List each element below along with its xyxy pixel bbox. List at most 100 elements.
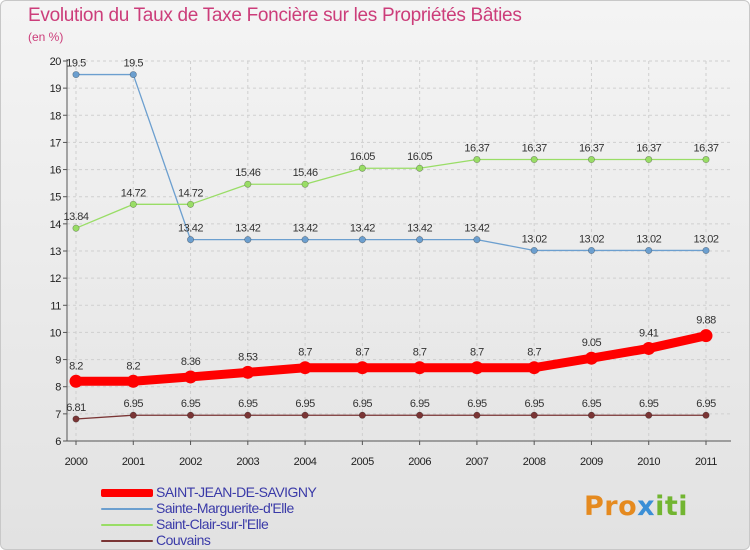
legend-swatch (101, 540, 153, 542)
data-point-saint-jean-de-savigny (184, 370, 198, 384)
data-label-sainte-marguerite-d-elle: 13.02 (579, 233, 604, 245)
data-label-saint-clair-sur-l-elle: 16.37 (522, 143, 547, 155)
data-label-saint-jean-de-savigny: 8.2 (69, 360, 83, 372)
x-tick-label: 2010 (637, 456, 660, 468)
data-label-saint-jean-de-savigny: 9.41 (639, 327, 659, 339)
data-point-couvains (416, 411, 424, 419)
data-point-sainte-marguerite-d-elle (530, 246, 538, 254)
data-label-saint-jean-de-savigny: 8.7 (413, 347, 427, 359)
data-label-saint-jean-de-savigny: 9.88 (696, 315, 716, 327)
data-label-sainte-marguerite-d-elle: 13.42 (235, 223, 260, 235)
legend-label: SAINT-JEAN-DE-SAVIGNY (156, 484, 317, 500)
data-point-sainte-marguerite-d-elle (416, 236, 424, 244)
data-label-saint-clair-sur-l-elle: 15.46 (293, 167, 318, 179)
data-point-sainte-marguerite-d-elle (187, 236, 195, 244)
series-line-couvains (75, 414, 707, 420)
data-label-sainte-marguerite-d-elle: 13.42 (293, 223, 318, 235)
y-tick-label: 10 (50, 327, 62, 339)
x-tick-label: 2008 (523, 456, 546, 468)
data-point-couvains (244, 411, 252, 419)
y-tick-label: 8 (55, 382, 61, 394)
data-label-couvains: 6.95 (181, 398, 201, 410)
data-label-sainte-marguerite-d-elle: 19.5 (124, 58, 144, 70)
data-label-saint-clair-sur-l-elle: 16.37 (636, 143, 661, 155)
data-label-saint-clair-sur-l-elle: 16.05 (407, 151, 432, 163)
x-tick-label: 2001 (122, 456, 145, 468)
data-point-saint-jean-de-savigny (642, 341, 656, 355)
data-label-couvains: 6.81 (66, 402, 86, 414)
data-point-couvains (358, 411, 366, 419)
legend-swatch (101, 489, 153, 497)
series-line-saint-clair-sur-l-elle (75, 158, 707, 229)
series-line-sainte-marguerite-d-elle (75, 73, 707, 252)
data-label-sainte-marguerite-d-elle: 13.02 (693, 233, 718, 245)
data-point-sainte-marguerite-d-elle (244, 236, 252, 244)
data-point-saint-jean-de-savigny (69, 374, 83, 388)
data-label-couvains: 6.95 (524, 398, 544, 410)
data-label-saint-clair-sur-l-elle: 13.84 (63, 211, 88, 223)
legend-label: Sainte-Marguerite-d'Elle (156, 500, 294, 516)
proxiti-logo: Proxiti (584, 491, 688, 522)
data-point-saint-clair-sur-l-elle (72, 224, 80, 232)
data-label-saint-jean-de-savigny: 8.7 (355, 347, 369, 359)
data-label-sainte-marguerite-d-elle: 13.42 (464, 223, 489, 235)
data-point-saint-clair-sur-l-elle (129, 200, 137, 208)
y-tick-label: 9 (55, 355, 61, 367)
data-label-saint-jean-de-savigny: 8.7 (527, 347, 541, 359)
y-tick-label: 14 (50, 219, 62, 231)
data-point-couvains (587, 411, 595, 419)
data-point-couvains (129, 411, 137, 419)
data-label-couvains: 6.95 (353, 398, 373, 410)
y-tick-label: 13 (50, 246, 62, 258)
series-lines (69, 71, 713, 423)
data-point-saint-jean-de-savigny (355, 361, 369, 375)
data-point-couvains (702, 411, 710, 419)
data-point-saint-jean-de-savigny (126, 374, 140, 388)
data-point-couvains (473, 411, 481, 419)
x-tick-label: 2002 (179, 456, 202, 468)
data-label-sainte-marguerite-d-elle: 13.02 (636, 233, 661, 245)
data-point-saint-clair-sur-l-elle (244, 180, 252, 188)
x-tick-label: 2006 (408, 456, 431, 468)
data-label-couvains: 6.95 (639, 398, 659, 410)
legend-swatch (101, 508, 153, 510)
y-tick-label: 15 (50, 192, 62, 204)
chart-title: Evolution du Taux de Taxe Foncière sur l… (28, 5, 522, 26)
data-point-couvains (530, 411, 538, 419)
axes: 6 7 8 9 10 11 12 13 14 15 16 17 18 19 20 2000 2001 2002 20… (50, 56, 731, 468)
data-point-saint-clair-sur-l-elle (530, 156, 538, 164)
data-point-saint-clair-sur-l-elle (702, 156, 710, 164)
data-label-sainte-marguerite-d-elle: 13.42 (178, 223, 203, 235)
data-point-sainte-marguerite-d-elle (473, 236, 481, 244)
data-point-saint-jean-de-savigny (699, 329, 713, 343)
data-point-saint-jean-de-savigny (413, 361, 427, 375)
data-point-saint-jean-de-savigny (527, 361, 541, 375)
data-label-saint-jean-de-savigny: 8.36 (181, 356, 201, 368)
data-label-saint-jean-de-savigny: 9.05 (582, 337, 602, 349)
y-unit-label: (en %) (28, 30, 64, 44)
data-label-saint-jean-de-savigny: 8.7 (298, 347, 312, 359)
y-tick-label: 16 (50, 165, 62, 177)
data-point-saint-jean-de-savigny (584, 351, 598, 365)
data-point-saint-jean-de-savigny (298, 361, 312, 375)
y-tick-label: 12 (50, 273, 62, 285)
data-label-saint-jean-de-savigny: 8.2 (126, 360, 140, 372)
data-label-saint-clair-sur-l-elle: 14.72 (178, 187, 203, 199)
data-label-saint-clair-sur-l-elle: 16.05 (350, 151, 375, 163)
data-point-sainte-marguerite-d-elle (72, 71, 80, 79)
data-point-saint-clair-sur-l-elle (301, 180, 309, 188)
data-point-saint-clair-sur-l-elle (358, 164, 366, 172)
data-point-couvains (301, 411, 309, 419)
data-label-saint-clair-sur-l-elle: 16.37 (693, 143, 718, 155)
data-label-couvains: 6.95 (124, 398, 144, 410)
y-tick-label: 17 (50, 137, 62, 149)
data-point-saint-jean-de-savigny (470, 361, 484, 375)
data-point-couvains (645, 411, 653, 419)
data-label-sainte-marguerite-d-elle: 13.42 (350, 223, 375, 235)
y-tick-label: 20 (50, 56, 62, 68)
legend-label: Saint-Clair-sur-l'Elle (156, 516, 269, 532)
x-tick-label: 2007 (465, 456, 488, 468)
data-label-couvains: 6.95 (696, 398, 716, 410)
data-label-couvains: 6.95 (410, 398, 430, 410)
